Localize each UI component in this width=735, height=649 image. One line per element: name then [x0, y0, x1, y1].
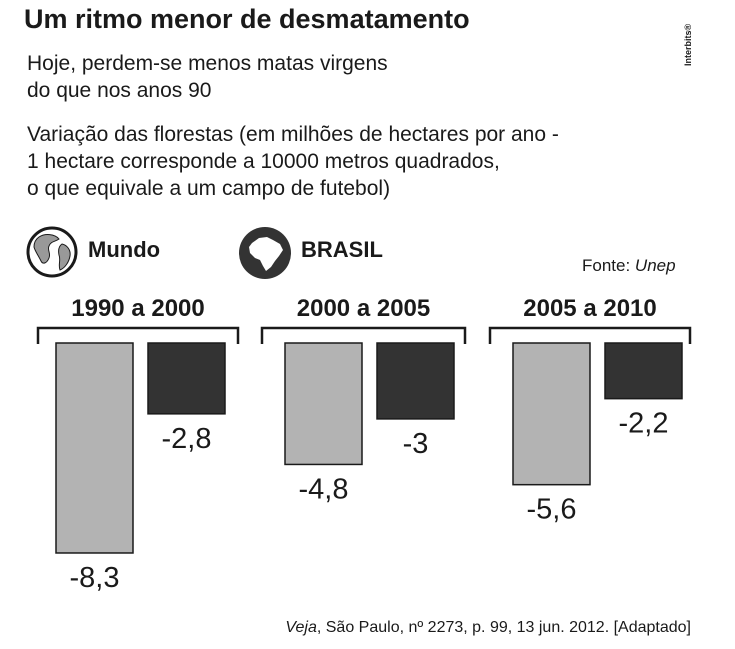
category-bracket	[36, 326, 240, 344]
mundo-bar	[55, 342, 134, 554]
category-label: 2000 a 2005	[297, 295, 430, 322]
globe-icon	[26, 226, 78, 278]
data-label: -2,2	[619, 408, 669, 440]
mundo-bar	[284, 342, 363, 466]
description-line-3: o que equivale a um campo de futebol)	[27, 177, 391, 200]
data-label: -8,3	[70, 562, 120, 594]
category-label: 2005 a 2010	[523, 295, 656, 322]
brazil-map-icon	[239, 227, 291, 279]
subtitle-line-2: do que nos anos 90	[27, 79, 212, 102]
brasil-bar	[604, 342, 683, 400]
data-label: -4,8	[299, 473, 349, 505]
chart-title: Um ritmo menor de desmatamento	[24, 4, 470, 34]
footer-citation: Veja, São Paulo, nº 2273, p. 99, 13 jun.…	[285, 619, 691, 637]
description-line-1: Variação das florestas (em milhões de he…	[27, 123, 559, 146]
footer-publication: Veja	[285, 619, 317, 636]
data-label: -5,6	[527, 494, 577, 526]
source-label: Fonte: Unep	[582, 256, 676, 276]
category-bracket	[260, 326, 467, 344]
category-label: 1990 a 2000	[71, 295, 204, 322]
brasil-bar	[376, 342, 455, 420]
description-line-2: 1 hectare corresponde a 10000 metros qua…	[27, 150, 500, 173]
source-name: Unep	[634, 256, 676, 275]
data-label: -2,8	[162, 423, 212, 455]
source-prefix: Fonte:	[582, 256, 635, 275]
brasil-bar	[147, 342, 226, 415]
footer-details: , São Paulo, nº 2273, p. 99, 13 jun. 201…	[316, 619, 691, 636]
mundo-bar	[512, 342, 591, 486]
legend-brasil-label: BRASIL	[301, 237, 383, 262]
subtitle-line-1: Hoje, perdem-se menos matas virgens	[27, 52, 388, 75]
legend-mundo-label: Mundo	[88, 237, 161, 262]
data-label: -3	[403, 428, 429, 460]
category-bracket	[488, 326, 692, 344]
